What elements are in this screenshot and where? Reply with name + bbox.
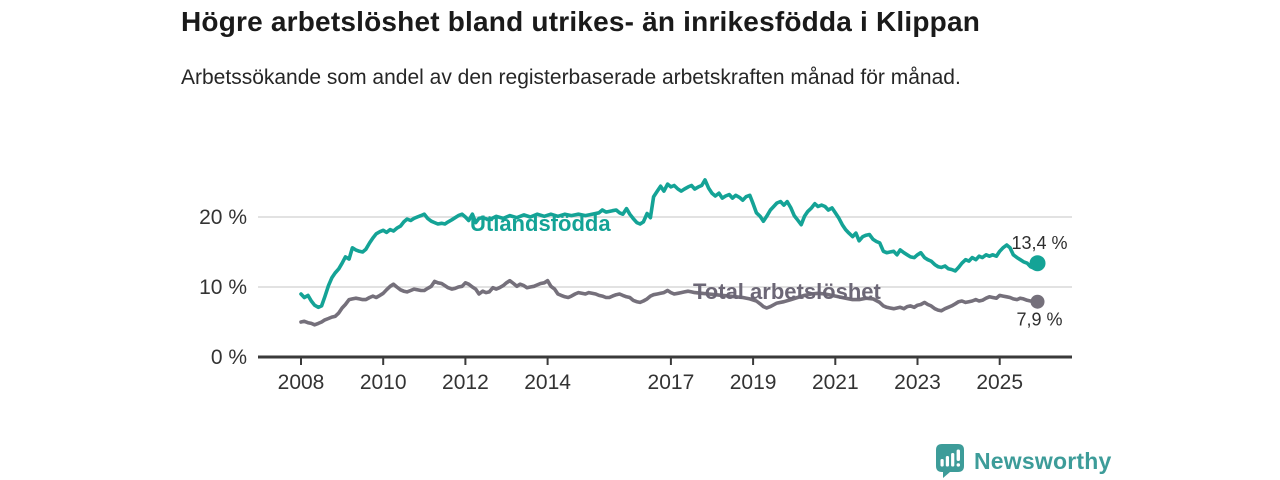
x-tick-label: 2010 [360,371,407,394]
y-tick-label: 10 % [199,276,247,299]
bar-chart-bubble-icon [936,444,964,478]
series-end-value: 13,4 % [1012,233,1068,253]
newsworthy-wordmark: Newsworthy [974,447,1112,474]
x-tick-label: 2017 [648,371,695,394]
newsworthy-logo: Newsworthy [936,444,1111,478]
series-end-value: 7,9 % [1017,310,1063,330]
x-tick-label: 2008 [278,371,325,394]
page-title: Högre arbetslöshet bland utrikes- än inr… [181,6,981,37]
x-tick-label: 2023 [894,371,941,394]
x-tick-label: 2014 [524,371,571,394]
series-line-total [299,278,1040,327]
series-label: Utlandsfödda [470,211,611,236]
x-tick-label: 2025 [976,371,1023,394]
series-end-dot [1030,294,1045,309]
y-tick-label: 20 % [199,206,247,229]
series-label: Total arbetslöshet [693,279,882,304]
x-tick-label: 2021 [812,371,859,394]
series-end-dot [1029,255,1046,272]
y-tick-label: 0 % [211,346,247,369]
series-line-utlandsfodda [299,178,1040,310]
x-tick-label: 2012 [442,371,489,394]
x-tick-label: 2019 [730,371,777,394]
chart-subtitle: Arbetssökande som andel av den registerb… [181,66,961,89]
